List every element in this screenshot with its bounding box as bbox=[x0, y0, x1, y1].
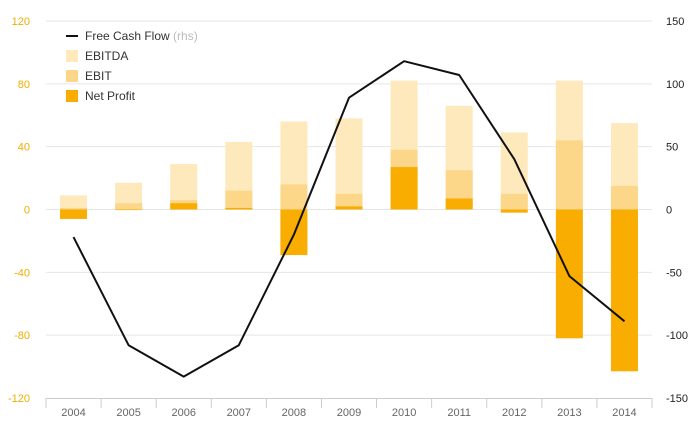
y-left-tick-label: 120 bbox=[12, 16, 30, 28]
legend-label-net-profit: Net Profit bbox=[85, 89, 136, 103]
x-tick-label: 2004 bbox=[61, 407, 85, 419]
legend-swatch-ebit bbox=[66, 70, 78, 82]
legend-label-ebit: EBIT bbox=[85, 69, 112, 83]
x-tick-label: 2009 bbox=[337, 407, 361, 419]
bar-ebit bbox=[500, 193, 528, 210]
axis-layer: 120 80 40 0 -40 -80 -120 150 100 50 0 -50 -100 -150 20… bbox=[8, 16, 688, 419]
bar-net-profit bbox=[115, 209, 143, 211]
legend-swatch-net-profit bbox=[66, 90, 78, 102]
legend-swatch-ebitda bbox=[66, 50, 78, 62]
bar-net-profit bbox=[170, 203, 198, 210]
y-right-tick-label: 50 bbox=[666, 142, 678, 154]
y-right-tick-label: 100 bbox=[666, 79, 684, 91]
x-tick-label: 2006 bbox=[171, 407, 195, 419]
bar-layer bbox=[60, 80, 638, 372]
y-left-tick-label: -80 bbox=[14, 330, 30, 342]
y-left-tick-label: 40 bbox=[18, 142, 30, 154]
bar-net-profit bbox=[500, 209, 528, 213]
x-tick-label: 2008 bbox=[282, 407, 306, 419]
bar-ebit bbox=[610, 185, 638, 210]
bar-net-profit bbox=[610, 209, 638, 372]
bar-ebit bbox=[60, 207, 88, 210]
bar-ebit bbox=[280, 184, 308, 210]
y-right-tick-label: -100 bbox=[666, 330, 688, 342]
legend: Free Cash Flow (rhs) EBITDA EBIT Net Profit bbox=[66, 29, 198, 103]
line-free-cash-flow bbox=[72, 60, 626, 378]
legend-note-rhs: (rhs) bbox=[173, 29, 198, 43]
bar-net-profit bbox=[390, 167, 418, 210]
y-left-tick-label: 80 bbox=[18, 79, 30, 91]
y-right-tick-label: -50 bbox=[666, 267, 682, 279]
y-left-tick-label: -120 bbox=[8, 393, 30, 405]
bar-ebit bbox=[115, 203, 143, 210]
bar-net-profit bbox=[445, 198, 473, 210]
y-left-tick-label: 0 bbox=[24, 205, 30, 217]
x-tick-label: 2005 bbox=[116, 407, 140, 419]
x-tick-label: 2007 bbox=[227, 407, 251, 419]
y-right-tick-label: -150 bbox=[666, 393, 688, 405]
bar-ebit bbox=[225, 190, 253, 210]
x-tick-label: 2011 bbox=[447, 407, 471, 419]
bar-net-profit bbox=[335, 206, 363, 210]
x-tick-label: 2014 bbox=[612, 407, 636, 419]
line-layer bbox=[72, 60, 626, 378]
bar-ebit bbox=[335, 193, 363, 210]
x-tick-label: 2012 bbox=[502, 407, 526, 419]
legend-label-ebitda: EBITDA bbox=[85, 49, 128, 63]
bar-net-profit bbox=[225, 207, 253, 210]
bar-net-profit bbox=[60, 209, 88, 219]
y-left-tick-label: -40 bbox=[14, 267, 30, 279]
x-tick-label: 2010 bbox=[392, 407, 416, 419]
y-right-tick-label: 150 bbox=[666, 16, 684, 28]
bar-ebit bbox=[555, 140, 583, 210]
bar-ebitda bbox=[60, 195, 88, 210]
x-tick-label: 2013 bbox=[557, 407, 581, 419]
y-right-tick-label: 0 bbox=[666, 205, 672, 217]
legend-label-free-cash-flow: Free Cash Flow (rhs) bbox=[85, 29, 198, 43]
